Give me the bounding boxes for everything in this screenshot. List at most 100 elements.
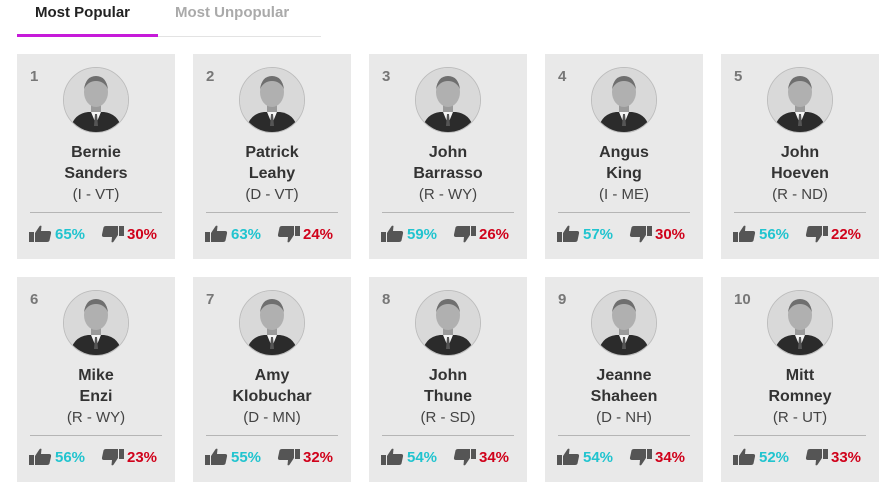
approval-rating: 56% — [733, 225, 789, 243]
card-divider — [734, 435, 866, 436]
senator-card[interactable]: 9 Jeanne Shaheen (D - NH) 54% 34% — [545, 277, 703, 482]
popularity-tabs: Most Popular Most Unpopular — [17, 0, 321, 37]
card-divider — [206, 435, 338, 436]
senator-party-state: (R - ND) — [772, 186, 828, 203]
thumbs-up-icon — [557, 225, 580, 243]
senator-first-name: Jeanne — [596, 367, 652, 384]
disapproval-rating: 30% — [101, 225, 157, 243]
senator-avatar — [591, 67, 657, 133]
thumbs-up-icon — [205, 448, 228, 466]
rank-number: 2 — [206, 68, 215, 85]
tab-most-unpopular[interactable]: Most Unpopular — [175, 4, 290, 21]
card-divider — [30, 212, 162, 213]
card-divider — [30, 435, 162, 436]
senator-first-name: Mike — [78, 367, 114, 384]
senator-party-state: (D - NH) — [596, 409, 652, 426]
thumbs-down-icon — [453, 225, 476, 243]
senator-party-state: (R - SD) — [420, 409, 476, 426]
approval-rating: 57% — [557, 225, 613, 243]
senator-party-state: (D - MN) — [243, 409, 301, 426]
approval-rating: 54% — [557, 448, 613, 466]
tab-most-popular[interactable]: Most Popular — [35, 4, 131, 21]
approval-rating: 52% — [733, 448, 789, 466]
senator-party-state: (R - WY) — [66, 409, 126, 426]
senator-card[interactable]: 2 Patrick Leahy (D - VT) 63% 24% — [193, 54, 351, 259]
card-divider — [382, 435, 514, 436]
disapproval-percent: 26% — [479, 225, 510, 243]
senator-first-name: Angus — [599, 144, 649, 161]
senator-card[interactable]: 3 John Barrasso (R - WY) 59% 26% — [369, 54, 527, 259]
senator-first-name: Bernie — [71, 144, 121, 161]
rank-number: 9 — [558, 291, 567, 308]
thumbs-down-icon — [101, 225, 124, 243]
approval-percent: 55% — [231, 448, 262, 466]
rank-number: 1 — [30, 68, 39, 85]
rank-number: 6 — [30, 291, 39, 308]
thumbs-up-icon — [381, 448, 404, 466]
senator-last-name: Leahy — [248, 165, 296, 182]
active-tab-indicator — [17, 34, 158, 37]
senator-avatar — [591, 290, 657, 356]
senator-last-name: Enzi — [79, 388, 113, 405]
approval-percent: 63% — [231, 225, 262, 243]
rank-number: 7 — [206, 291, 215, 308]
disapproval-percent: 24% — [303, 225, 334, 243]
senator-card[interactable]: 5 John Hoeven (R - ND) 56% 22% — [721, 54, 879, 259]
disapproval-percent: 32% — [303, 448, 334, 466]
senator-first-name: John — [428, 144, 468, 161]
disapproval-percent: 30% — [655, 225, 686, 243]
senator-grid: 1 Bernie Sanders (I - VT) 65% 30% 2 Patr… — [17, 54, 879, 482]
card-divider — [734, 212, 866, 213]
senator-party-state: (D - VT) — [245, 186, 299, 203]
senator-first-name: Patrick — [245, 144, 299, 161]
thumbs-up-icon — [733, 225, 756, 243]
senator-first-name: John — [780, 144, 820, 161]
thumbs-down-icon — [277, 448, 300, 466]
senator-first-name: Mitt — [785, 367, 815, 384]
thumbs-down-icon — [453, 448, 476, 466]
disapproval-percent: 33% — [831, 448, 862, 466]
senator-avatar — [63, 290, 129, 356]
thumbs-down-icon — [629, 448, 652, 466]
senator-last-name: Sanders — [64, 165, 128, 182]
rank-number: 4 — [558, 68, 567, 85]
senator-card[interactable]: 6 Mike Enzi (R - WY) 56% 23% — [17, 277, 175, 482]
disapproval-rating: 22% — [805, 225, 861, 243]
approval-rating: 63% — [205, 225, 261, 243]
disapproval-rating: 34% — [629, 448, 685, 466]
approval-percent: 52% — [759, 448, 790, 466]
thumbs-down-icon — [629, 225, 652, 243]
senator-party-state: (I - ME) — [599, 186, 649, 203]
senator-avatar — [239, 67, 305, 133]
approval-rating: 54% — [381, 448, 437, 466]
disapproval-percent: 34% — [479, 448, 510, 466]
approval-rating: 59% — [381, 225, 437, 243]
approval-percent: 65% — [55, 225, 86, 243]
senator-card[interactable]: 1 Bernie Sanders (I - VT) 65% 30% — [17, 54, 175, 259]
senator-card[interactable]: 7 Amy Klobuchar (D - MN) 55% 32% — [193, 277, 351, 482]
card-divider — [558, 435, 690, 436]
senator-last-name: King — [606, 165, 642, 182]
approval-percent: 54% — [583, 448, 614, 466]
thumbs-up-icon — [29, 225, 52, 243]
disapproval-percent: 30% — [127, 225, 158, 243]
approval-percent: 57% — [583, 225, 614, 243]
senator-last-name: Thune — [424, 388, 472, 405]
approval-rating: 65% — [29, 225, 85, 243]
thumbs-up-icon — [381, 225, 404, 243]
thumbs-down-icon — [277, 225, 300, 243]
senator-card[interactable]: 10 Mitt Romney (R - UT) 52% 33% — [721, 277, 879, 482]
approval-percent: 54% — [407, 448, 438, 466]
senator-party-state: (R - WY) — [418, 186, 478, 203]
rank-number: 5 — [734, 68, 743, 85]
senator-card[interactable]: 4 Angus King (I - ME) 57% 30% — [545, 54, 703, 259]
senator-first-name: Amy — [254, 367, 290, 384]
senator-avatar — [239, 290, 305, 356]
senator-party-state: (I - VT) — [72, 186, 120, 203]
approval-rating: 56% — [29, 448, 85, 466]
thumbs-up-icon — [557, 448, 580, 466]
senator-card[interactable]: 8 John Thune (R - SD) 54% 34% — [369, 277, 527, 482]
disapproval-rating: 34% — [453, 448, 509, 466]
card-divider — [206, 212, 338, 213]
disapproval-rating: 32% — [277, 448, 333, 466]
